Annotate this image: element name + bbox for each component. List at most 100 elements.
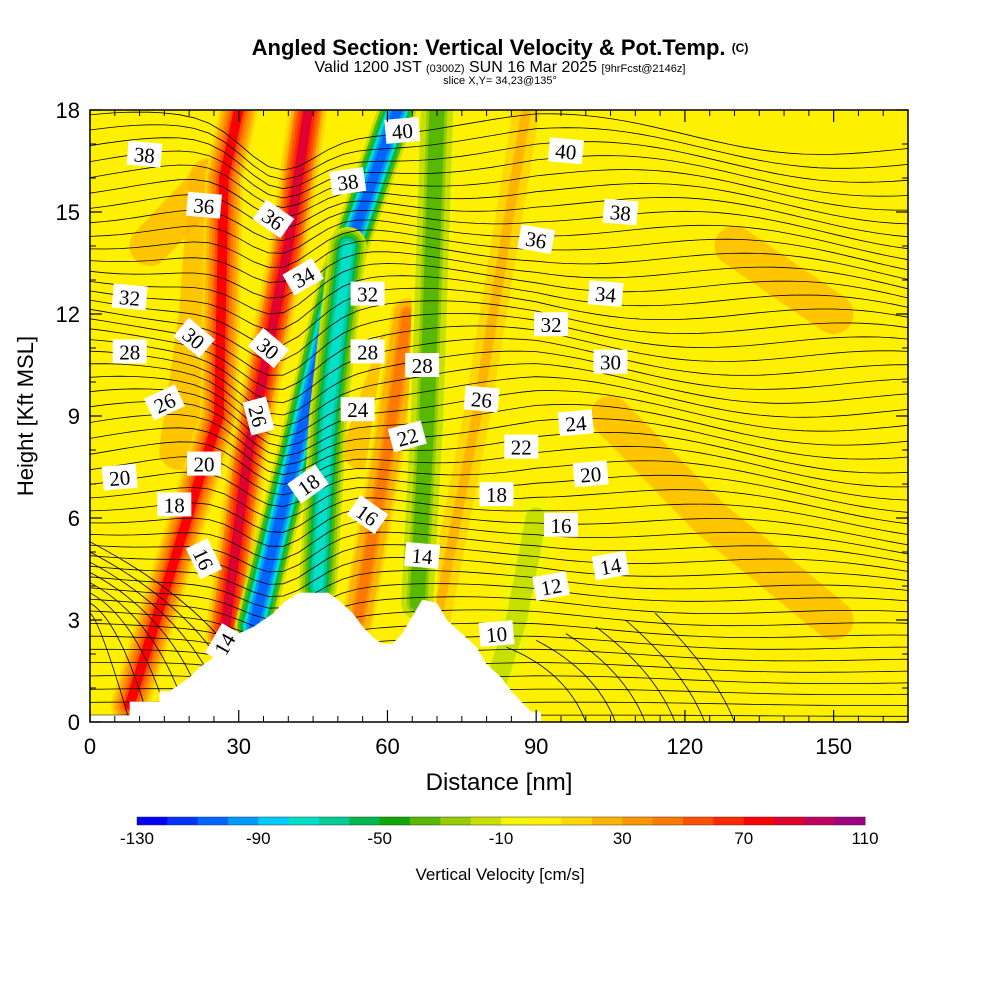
contour-label-bg: [329, 167, 367, 196]
contour-label-bg: [187, 451, 221, 476]
y-tick-label: 6: [68, 506, 80, 531]
contour-label-bg: [350, 281, 385, 306]
theta-isoline: [90, 239, 908, 283]
theta-isoline: [90, 612, 131, 722]
contour-label-text: 20: [579, 462, 602, 488]
contour-label: 32: [111, 283, 148, 311]
chart-subtitle: Valid 1200 JST (0300Z) SUN 16 Mar 2025 […: [0, 59, 1000, 78]
contour-label: 34: [282, 257, 324, 296]
contour-label-bg: [143, 384, 185, 421]
colorbar-swatch: [228, 817, 259, 825]
colorbar-tick-label: -130: [120, 829, 154, 848]
theta-isoline: [90, 350, 908, 416]
colorbar-swatch: [561, 817, 593, 825]
y-tick-label: 18: [56, 98, 80, 123]
theta-isoline: [506, 646, 587, 722]
theta-isoline: [90, 556, 908, 597]
colorbar-swatch: [531, 817, 563, 825]
theta-isoline: [90, 583, 908, 620]
theta-isoline: [90, 275, 908, 331]
theta-isoline: [90, 219, 908, 261]
colorbar-swatch: [713, 817, 745, 825]
theta-isoline: [565, 633, 646, 722]
plot-area: [90, 110, 908, 722]
contour-label: 20: [101, 463, 138, 491]
contour-label-bg: [384, 116, 421, 144]
colorbar-tick-label: -10: [489, 829, 514, 848]
theta-isoline: [90, 531, 908, 573]
colorbar-swatch: [440, 817, 472, 825]
contour-label-text: 14: [598, 553, 623, 580]
contour-label-bg: [252, 199, 295, 239]
contour-label-bg: [101, 463, 138, 491]
theta-isoline: [90, 519, 908, 560]
contour-label-text: 28: [412, 354, 433, 378]
contour-label: 24: [557, 409, 594, 437]
contour-label: 30: [593, 349, 628, 375]
contour-label-bg: [387, 420, 427, 453]
contour-label: 36: [517, 224, 556, 254]
theta-isoline: [90, 124, 908, 180]
theta-isoline: [90, 325, 908, 390]
colorbar-swatch: [410, 817, 441, 825]
contour-label: 32: [350, 281, 385, 307]
contour-label: 32: [534, 312, 569, 337]
colorbar-swatch: [501, 817, 532, 825]
contour-label: 20: [572, 460, 609, 488]
contour-label: 28: [405, 353, 440, 378]
colorbar-swatch: [167, 817, 199, 825]
contour-label-bg: [185, 538, 223, 580]
colorbar-swatch: [774, 817, 805, 825]
contour-label-bg: [547, 137, 584, 165]
contour-label: 40: [547, 137, 584, 165]
y-tick-label: 12: [56, 302, 80, 327]
field-weak-updraft: [590, 396, 854, 640]
theta-isoline: [90, 287, 908, 347]
contour-label-text: 32: [118, 285, 141, 311]
colorbar-swatch: [592, 817, 623, 825]
x-tick-label: 30: [226, 734, 250, 759]
terrain-mask: [90, 592, 542, 722]
contour-label: 28: [350, 339, 385, 364]
contour-label-bg: [478, 620, 515, 648]
theta-isoline: [90, 456, 908, 501]
theta-isoline: [90, 375, 908, 438]
theta-isoline: [654, 612, 735, 722]
theta-isoline: [595, 626, 676, 722]
chart-header: Angled Section: Vertical Velocity & Pot.…: [0, 35, 1000, 88]
theta-isoline: [90, 137, 908, 190]
contour-label: 20: [187, 451, 221, 477]
contour-label-text: 18: [164, 493, 185, 517]
contour-label-text: 36: [524, 227, 549, 254]
contour-label: 38: [329, 167, 367, 196]
contour-label-bg: [126, 140, 163, 168]
colorbar-swatch: [379, 817, 411, 825]
contour-label-text: 28: [357, 340, 378, 364]
title-units-mark: (C): [731, 41, 749, 55]
contour-label-text: 28: [119, 340, 140, 364]
contour-label-text: 34: [594, 282, 618, 308]
x-tick-label: 0: [84, 734, 96, 759]
contour-label: 22: [504, 434, 539, 460]
contour-label-text: 20: [108, 465, 131, 491]
contour-label: 24: [340, 397, 375, 422]
theta-isoline: [90, 263, 908, 315]
chart-title-text: Angled Section: Vertical Velocity & Pot.…: [251, 35, 726, 60]
colorbar-frame: [136, 816, 866, 826]
colorbar-label: Vertical Velocity [cm/s]: [415, 865, 584, 884]
contour-label: 18: [479, 482, 514, 507]
contour-label-bg: [504, 434, 539, 459]
contour-label: 14: [591, 550, 630, 581]
contour-label-text: 38: [609, 200, 632, 226]
contour-label-text: 16: [551, 514, 572, 538]
contour-label-bg: [591, 550, 630, 581]
contour-label: 14: [404, 541, 441, 569]
contour-label-bg: [534, 312, 569, 337]
colorbar-swatch: [652, 817, 684, 825]
colorbar-tick-label: 110: [851, 829, 878, 848]
contour-label-bg: [247, 327, 290, 369]
theta-isoline: [90, 338, 908, 404]
theta-isoline: [90, 544, 908, 585]
contour-label-text: 22: [511, 436, 532, 460]
